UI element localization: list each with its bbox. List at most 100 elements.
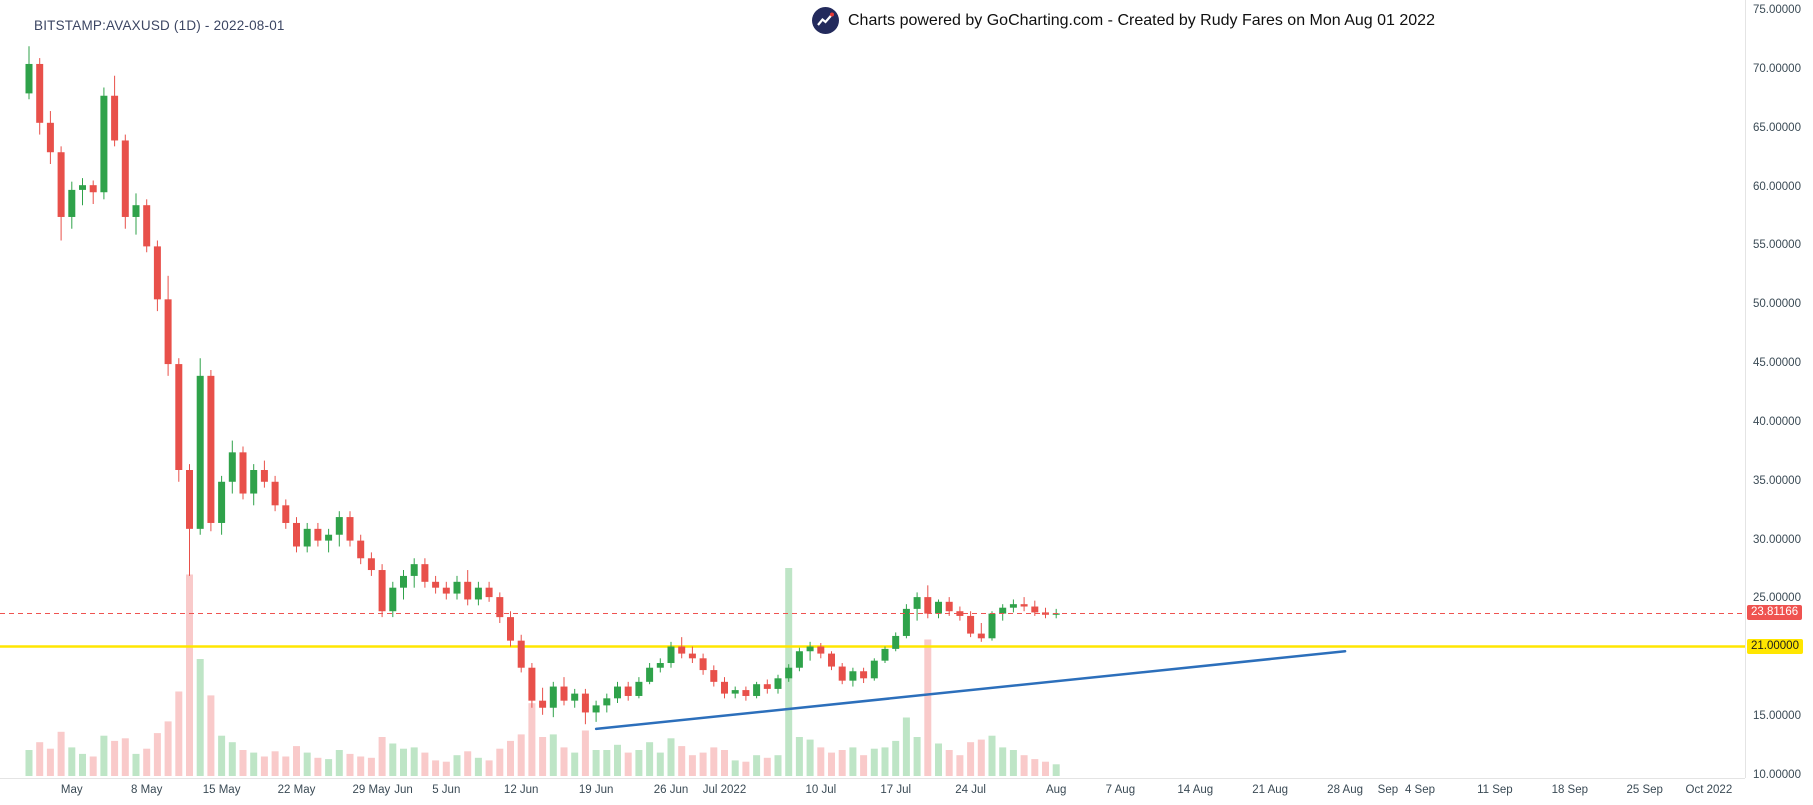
date-label: 29 May [352,784,391,796]
candle-body [1052,613,1060,615]
date-label: 10 Jul [805,784,837,796]
candle-body [592,705,600,713]
price-tick-label: 40.00000 [1753,415,1801,428]
volume-bar [250,752,258,776]
candle-body [517,640,525,668]
candle-body [828,653,835,667]
candle-body [838,666,846,681]
candle-body [699,658,707,671]
price-tick-label: 35.00000 [1753,474,1801,487]
price-tick-label: 25.00000 [1753,592,1801,605]
date-label: 21 Aug [1252,784,1289,796]
date-label: 24 Jul [955,784,986,796]
volume-bar [870,748,878,776]
volume-bar [121,738,129,776]
candle-body [218,481,226,523]
candle-body [432,581,440,588]
candle-body [656,663,664,668]
volume-bar [688,755,696,776]
price-axis[interactable]: 75.00000 70.00000 65.00000 60.00000 55.00000… [1745,0,1813,781]
date-label: 18 Sep [1551,784,1589,796]
candle-body [207,375,215,523]
date-label: 11 Sep [1477,784,1513,796]
candle-body [742,690,750,696]
candle-body [635,681,643,696]
candle-body [453,581,461,594]
candle-body [560,686,568,701]
volume-bar [646,742,654,776]
volume-bar [36,742,44,776]
candle-body [367,558,375,571]
volume-bar [239,750,247,776]
date-label: 4 Sep [1404,784,1436,796]
candle-body [410,564,418,576]
date-label: 14 Aug [1177,784,1214,796]
candle-body [785,667,793,679]
candle-body [603,698,611,706]
candle-body [303,528,311,547]
candle-body [624,686,632,696]
volume-bar [68,747,76,776]
volume-bar [977,739,985,776]
volume-bar [132,753,140,776]
time-axis[interactable]: May 8 May 15 May 22 May 29 May Jun 5 Jun 12 Jun… [0,778,1745,805]
candle-body [763,684,771,689]
candle-body [977,633,985,639]
volume-bar [603,750,611,776]
volume-bar [571,752,579,776]
gocharting-logo-icon [812,7,839,34]
candle-body [400,575,407,588]
date-label: Jul 2022 [702,784,747,796]
candle-body [688,653,696,659]
volume-bar [795,737,803,776]
candle-body [175,364,183,470]
volume-bar [485,760,493,776]
volume-bar [271,751,279,776]
volume-bar [111,740,119,776]
volume-bar [100,735,108,776]
volume-bar [207,695,215,776]
candle-body [817,646,825,654]
volume-bar [560,747,568,776]
candle-body [111,95,119,141]
attribution-text: Charts powered by GoCharting.com - Creat… [848,11,1435,29]
candle-body [335,517,343,535]
candle-body [186,470,193,529]
symbol-title: BITSTAMP:AVAXUSD (1D) - 2022-08-01 [34,18,285,33]
volume-bar [721,750,728,776]
candle-body [378,570,386,612]
candle-body [956,611,964,616]
date-label: 5 Jun [432,784,461,796]
candle-body [902,608,910,636]
candle-body [57,152,65,217]
candle-body [325,534,333,541]
price-chart[interactable] [0,0,1745,778]
date-label: 25 Sep [1626,784,1663,796]
volume-bar [175,691,183,776]
volume-bar [1020,755,1028,776]
candle-body [68,189,76,217]
candle-body [571,693,579,701]
volume-bar [731,760,739,776]
volume-bar [1052,764,1060,776]
volume-bar [46,748,54,776]
volume-bar [507,740,514,776]
candle-body [89,185,97,193]
candle-body [935,601,942,614]
volume-bar [699,752,707,776]
candle-body [860,671,868,679]
volume-bar [902,717,910,776]
date-label: Sep [1377,784,1399,796]
volume-bar [1031,759,1039,776]
volume-bar [624,752,632,776]
volume-bar [667,738,675,776]
candle-body [892,635,900,649]
candle-body [1009,604,1017,608]
volume-bar [410,747,418,776]
candle-body [924,597,932,614]
volume-bar [325,759,333,776]
level-price-badge: 21.00000 [1747,638,1803,654]
candle-body [250,470,258,494]
candle-body [795,651,803,668]
date-label: 22 May [277,784,316,796]
